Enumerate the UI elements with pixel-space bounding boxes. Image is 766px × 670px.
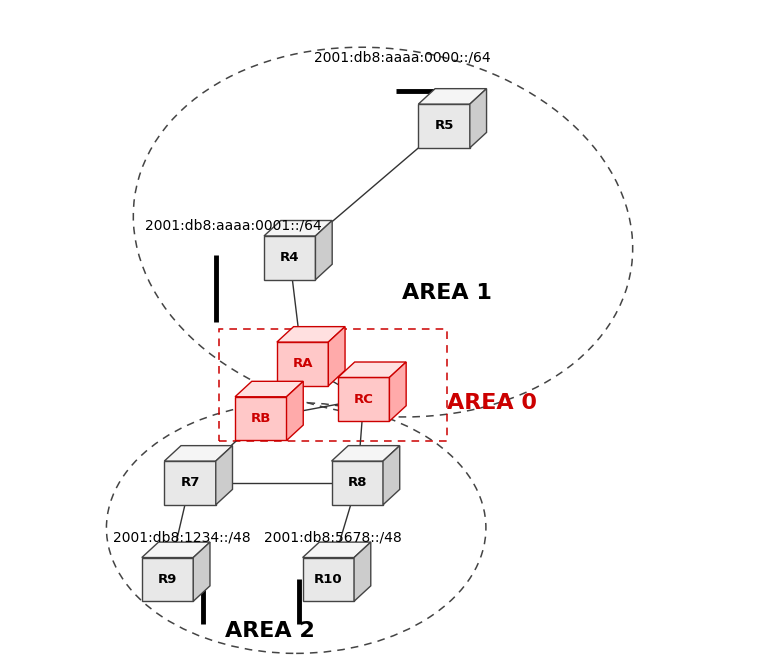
Text: R8: R8 <box>348 476 367 490</box>
Text: 2001:db8:5678::/48: 2001:db8:5678::/48 <box>264 531 401 545</box>
Text: R7: R7 <box>180 476 200 490</box>
Polygon shape <box>354 542 371 601</box>
Polygon shape <box>338 377 389 421</box>
Polygon shape <box>329 327 345 386</box>
Polygon shape <box>142 542 210 557</box>
Polygon shape <box>264 236 316 279</box>
Text: AREA 1: AREA 1 <box>402 283 493 304</box>
Polygon shape <box>142 557 193 601</box>
Polygon shape <box>389 362 406 421</box>
Text: 2001:db8:aaaa:0000::/64: 2001:db8:aaaa:0000::/64 <box>314 51 490 65</box>
Polygon shape <box>338 362 406 377</box>
Polygon shape <box>332 461 383 505</box>
Polygon shape <box>418 88 486 104</box>
Text: R10: R10 <box>314 573 342 586</box>
Polygon shape <box>235 397 286 440</box>
Polygon shape <box>303 542 371 557</box>
Polygon shape <box>332 446 400 461</box>
Polygon shape <box>286 381 303 440</box>
Polygon shape <box>316 220 332 279</box>
Text: R5: R5 <box>434 119 453 133</box>
Polygon shape <box>303 557 354 601</box>
Polygon shape <box>383 446 400 505</box>
Text: AREA 2: AREA 2 <box>225 621 315 641</box>
Polygon shape <box>277 342 329 386</box>
Text: R9: R9 <box>158 573 177 586</box>
Polygon shape <box>277 327 345 342</box>
Polygon shape <box>235 381 303 397</box>
Text: R4: R4 <box>280 251 300 265</box>
Text: 2001:db8:aaaa:0001::/64: 2001:db8:aaaa:0001::/64 <box>145 218 322 232</box>
Text: RA: RA <box>293 357 313 371</box>
Polygon shape <box>470 88 486 148</box>
Text: RC: RC <box>354 393 374 406</box>
Polygon shape <box>165 446 233 461</box>
Polygon shape <box>418 104 470 148</box>
Polygon shape <box>264 220 332 236</box>
Polygon shape <box>165 461 216 505</box>
Text: 2001:db8:1234::/48: 2001:db8:1234::/48 <box>113 531 250 545</box>
Polygon shape <box>216 446 233 505</box>
Polygon shape <box>193 542 210 601</box>
Text: RB: RB <box>250 412 271 425</box>
Text: AREA 0: AREA 0 <box>447 393 537 413</box>
